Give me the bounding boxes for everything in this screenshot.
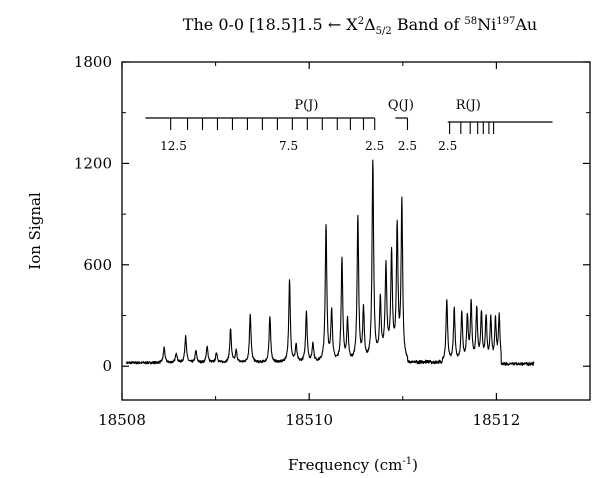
title-ni: Ni bbox=[477, 15, 496, 34]
p-branch-number: 12.5 bbox=[160, 139, 187, 153]
q-branch-number: 2.5 bbox=[398, 139, 417, 153]
q-branch-label: Q(J) bbox=[388, 98, 414, 113]
x-axis-label-close: ) bbox=[412, 456, 418, 474]
y-tick-label: 0 bbox=[102, 357, 112, 375]
series-line-ion-signal bbox=[126, 159, 535, 367]
title-sup-197: 197 bbox=[496, 16, 515, 27]
p-branch-number: 7.5 bbox=[279, 139, 298, 153]
axis-ticks: 0 600 1200 1800 18508 18510 18512 bbox=[74, 53, 590, 429]
x-tick-label: 18508 bbox=[98, 411, 146, 429]
title-arrow: ← bbox=[328, 15, 341, 34]
y-tick-label: 1200 bbox=[74, 154, 112, 172]
title-mid: X bbox=[341, 15, 358, 34]
x-tick-label: 18512 bbox=[473, 411, 521, 429]
title-prefix: The 0-0 [18.5]1.5 bbox=[183, 15, 328, 34]
chart-title: The 0-0 [18.5]1.5 ← X2Δ5/2 Band of 58Ni1… bbox=[183, 15, 537, 37]
title-sup-58: 58 bbox=[464, 16, 477, 27]
x-axis-label: Frequency (cm-1) bbox=[288, 456, 418, 474]
r-branch-label: R(J) bbox=[456, 98, 481, 113]
title-sup-2: 2 bbox=[358, 16, 364, 27]
assignment-ladders: P(J) 12.5 7.5 2.5 Q(J) 2.5 R(J) 2.5 bbox=[145, 98, 553, 153]
x-axis-label-sup: -1 bbox=[402, 456, 412, 467]
title-band: Band of bbox=[392, 15, 465, 34]
title-delta: Δ bbox=[364, 15, 376, 34]
p-branch-number: 2.5 bbox=[365, 139, 384, 153]
y-tick-label: 1800 bbox=[74, 53, 112, 71]
x-axis-label-text: Frequency (cm bbox=[288, 456, 402, 474]
x-tick-label: 18510 bbox=[285, 411, 333, 429]
p-branch-label: P(J) bbox=[294, 98, 318, 113]
title-au: Au bbox=[514, 15, 537, 34]
r-branch-number: 2.5 bbox=[438, 139, 457, 153]
y-tick-label: 600 bbox=[83, 256, 112, 274]
plot-frame bbox=[121, 61, 591, 401]
y-axis-label: Ion Signal bbox=[26, 192, 44, 270]
title-sub: 5/2 bbox=[376, 26, 392, 37]
